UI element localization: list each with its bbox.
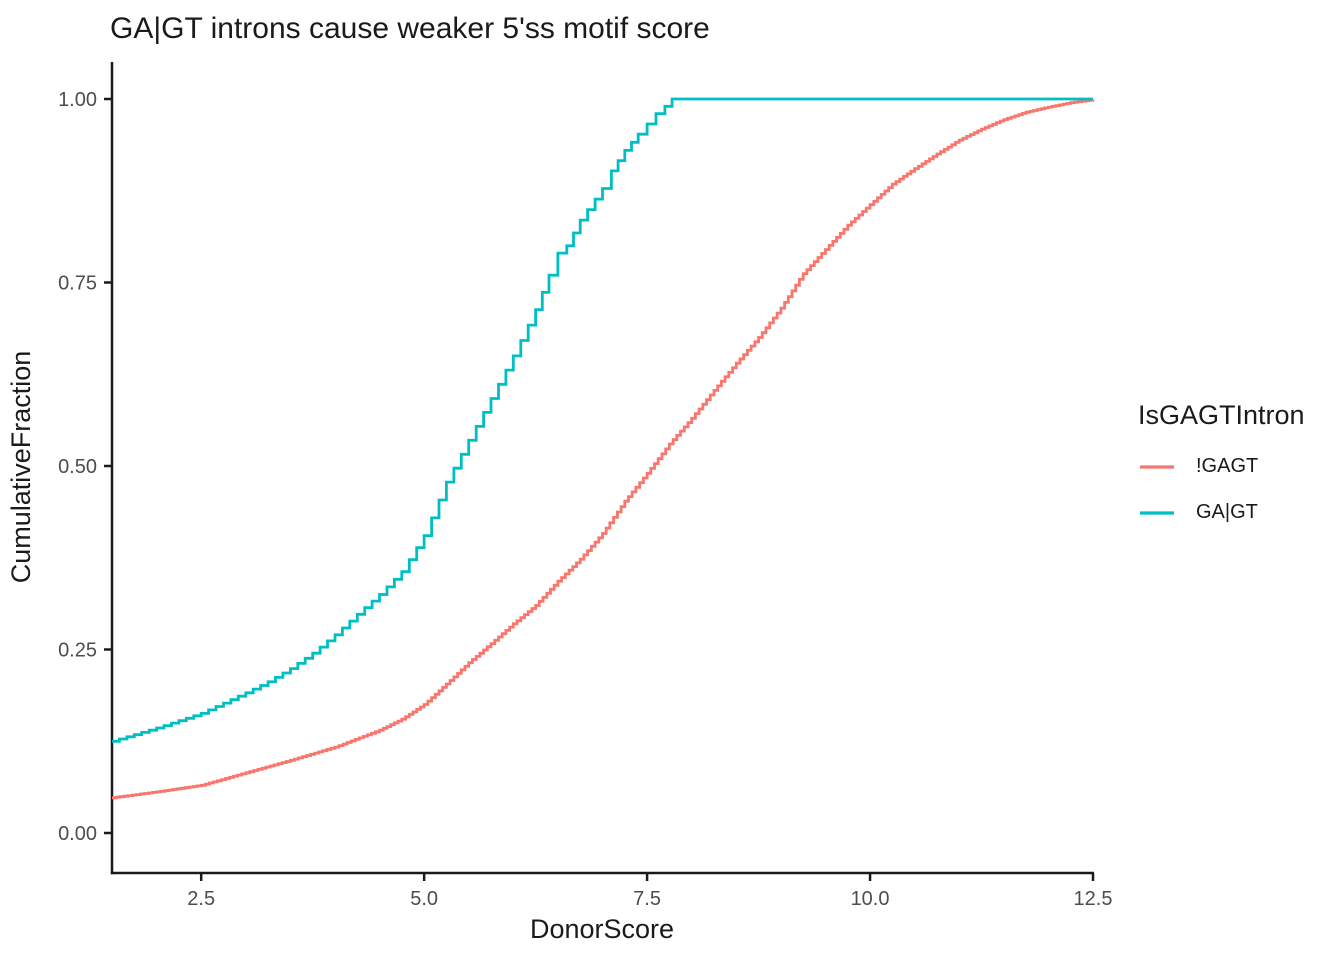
x-tick-label: 5.0 bbox=[410, 888, 438, 910]
y-tick-label: 0.25 bbox=[58, 640, 97, 662]
x-tick-label: 7.5 bbox=[633, 888, 661, 910]
legend-title: IsGAGTIntron bbox=[1138, 400, 1305, 430]
x-tick-label: 12.5 bbox=[1074, 888, 1113, 910]
legend-label-not-gagt: !GAGT bbox=[1196, 455, 1259, 478]
x-tick-label: 2.5 bbox=[187, 888, 215, 910]
x-axis-label: DonorScore bbox=[530, 914, 674, 944]
y-axis-label: CumulativeFraction bbox=[6, 351, 36, 584]
series-line-gagt bbox=[112, 97, 1093, 743]
legend: IsGAGTIntron !GAGT GA|GT bbox=[1138, 400, 1338, 529]
y-tick-label: 0.75 bbox=[58, 273, 97, 295]
chart-title: GA|GT introns cause weaker 5'ss motif sc… bbox=[110, 12, 710, 45]
series-layer bbox=[112, 97, 1095, 800]
x-tick-label: 10.0 bbox=[851, 888, 890, 910]
legend-item-not-gagt: !GAGT bbox=[1138, 451, 1338, 483]
legend-label-gagt: GA|GT bbox=[1196, 501, 1258, 524]
legend-key-line-gagt bbox=[1140, 511, 1174, 515]
y-tick-label: 1.00 bbox=[58, 89, 97, 111]
y-tick-label: 0.00 bbox=[58, 823, 97, 845]
axes-layer: 2.5 5.0 7.5 10.0 12.5 0.00 0.25 0.50 0.75 1.00 bbox=[58, 62, 1112, 910]
series-line-not-gagt bbox=[112, 98, 1095, 800]
legend-item-gagt: GA|GT bbox=[1138, 497, 1338, 529]
legend-key-line-not-gagt bbox=[1140, 465, 1174, 469]
y-tick-label: 0.50 bbox=[58, 456, 97, 478]
